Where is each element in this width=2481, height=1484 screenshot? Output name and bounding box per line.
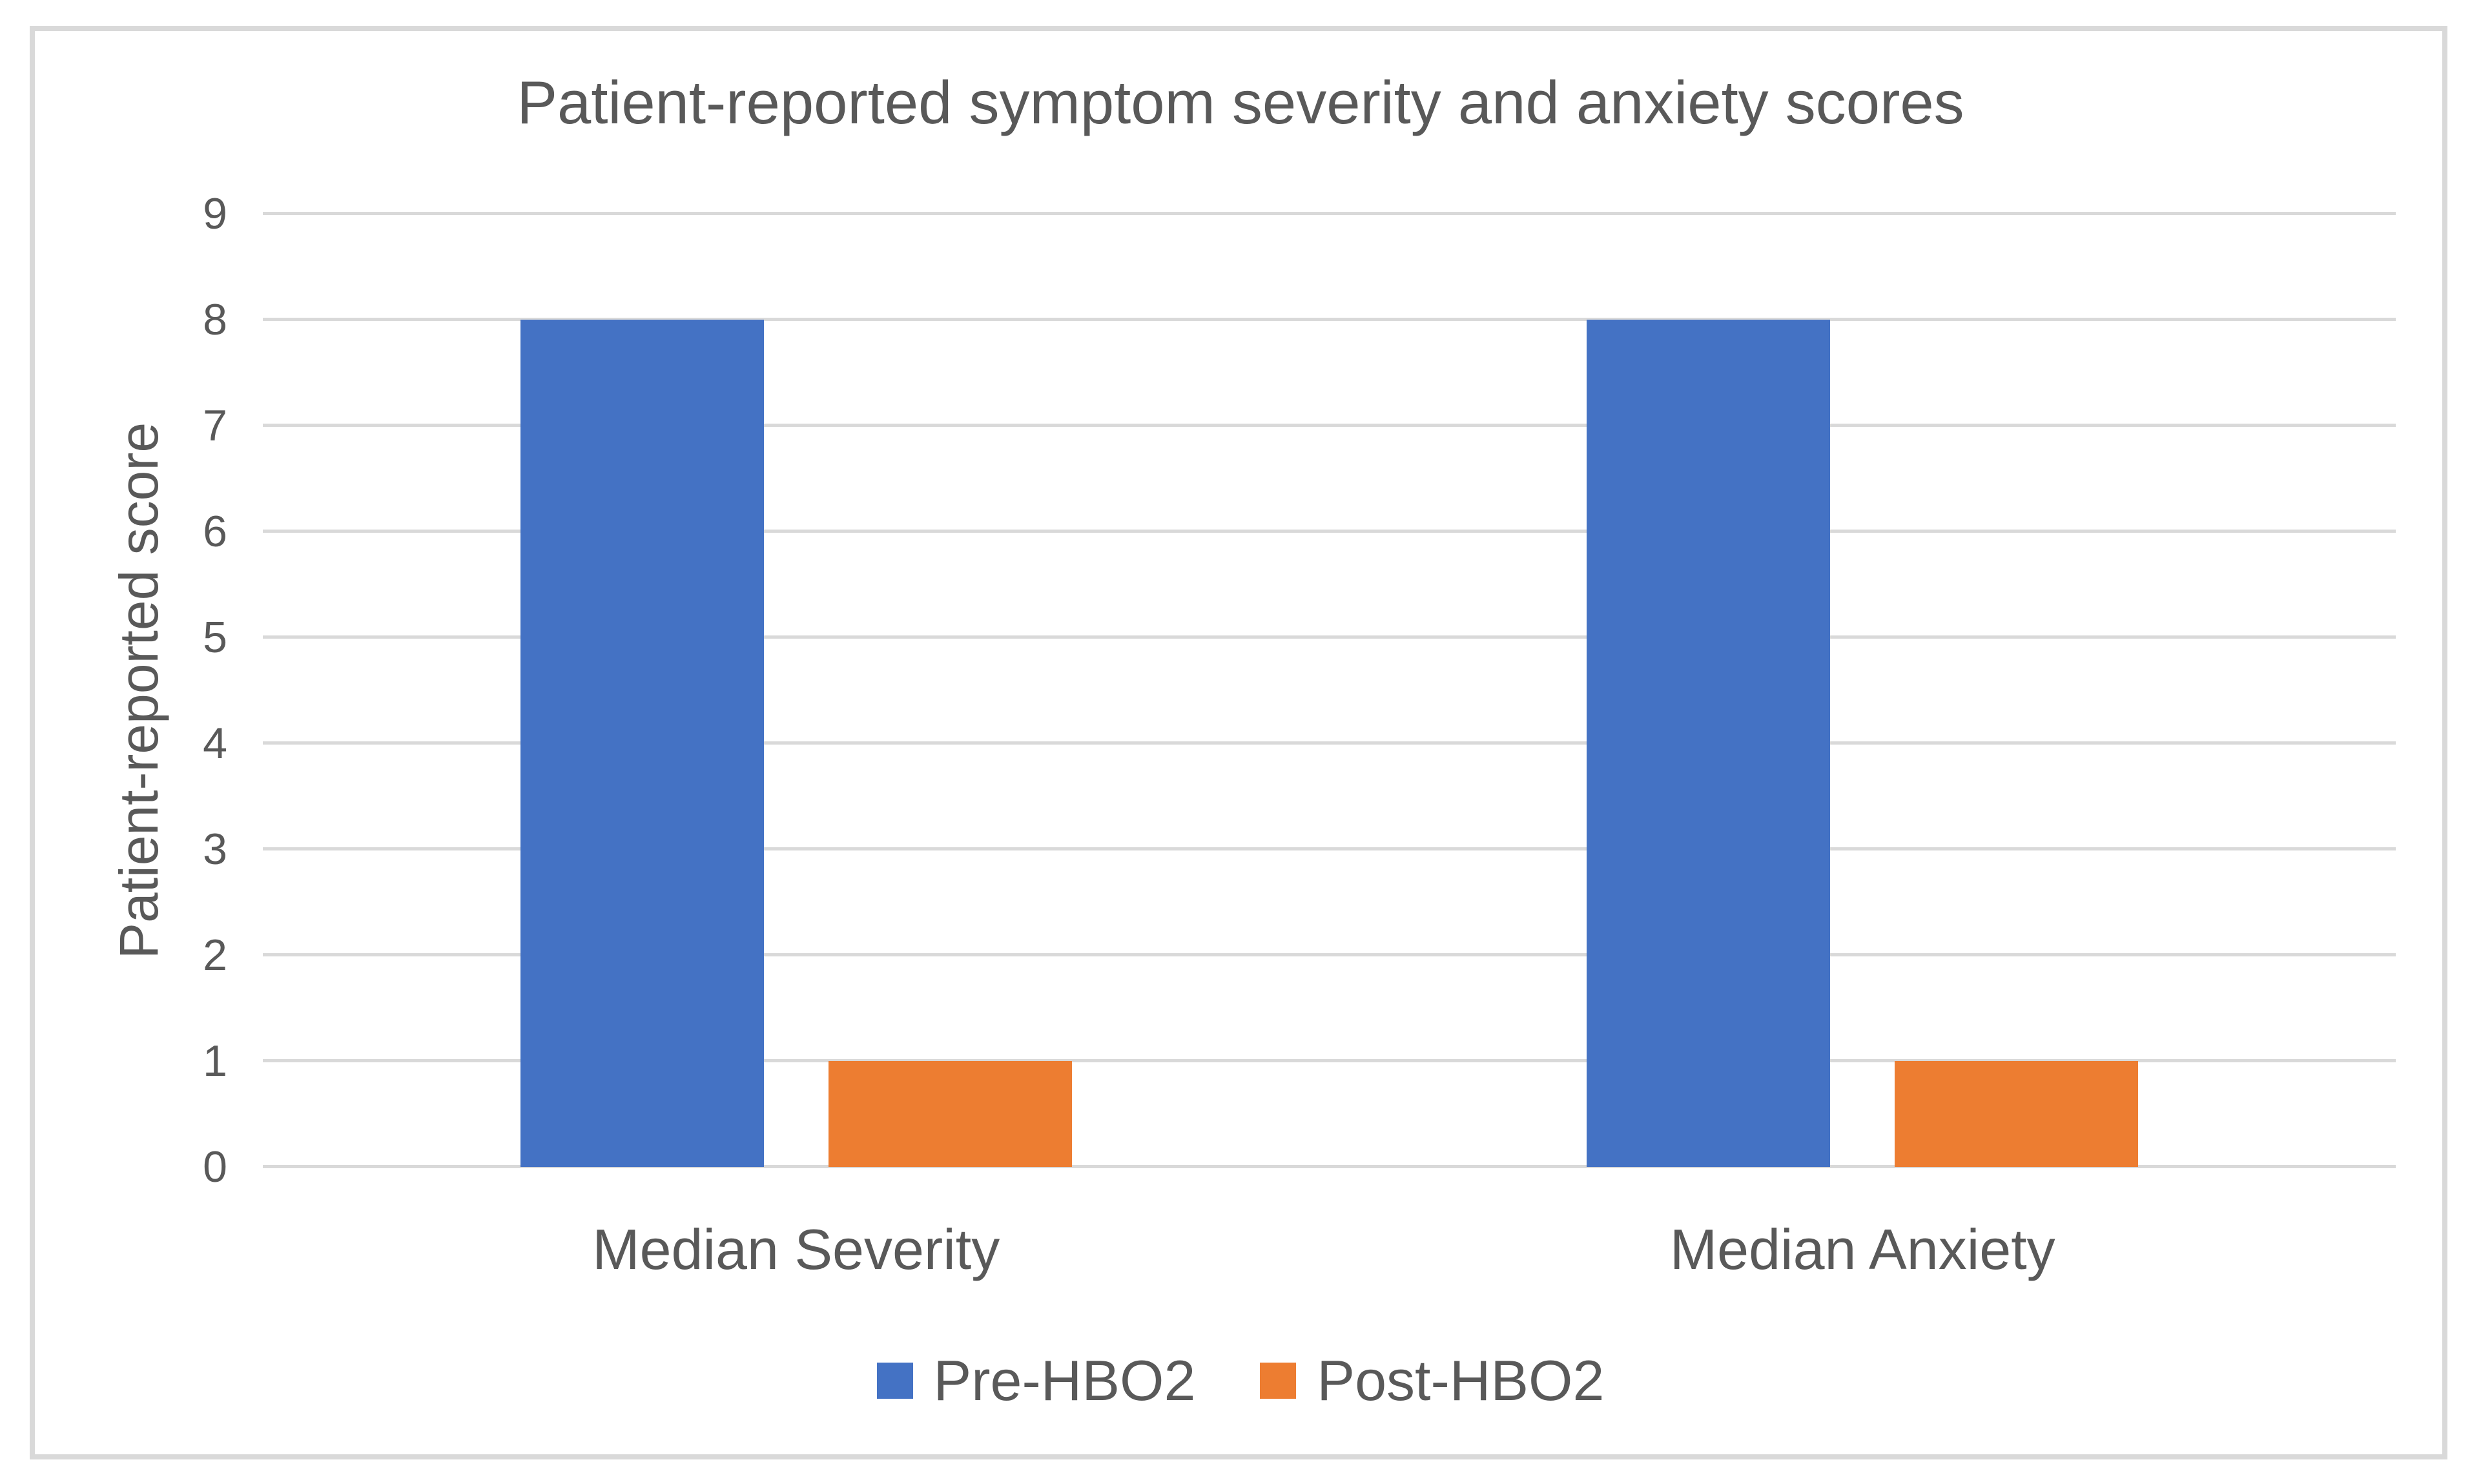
y-tick-label-9: 9 (203, 189, 227, 238)
legend: Pre-HBO2 Post-HBO2 (0, 1352, 2481, 1409)
bar-Post-HBO2-Median Anxiety (1895, 1061, 2139, 1167)
legend-label: Post-HBO2 (1317, 1348, 1605, 1412)
y-tick-label-3: 3 (203, 825, 227, 874)
y-tick-label-7: 7 (203, 401, 227, 450)
category-group-0 (263, 214, 1330, 1167)
category-group-1 (1330, 214, 2396, 1167)
bar-Pre-HBO2-Median Severity (520, 320, 764, 1167)
gridline-y-9 (263, 212, 2396, 215)
x-category-label-1: Median Anxiety (1669, 1217, 2055, 1281)
y-tick-label-8: 8 (203, 295, 227, 344)
x-category-label-0: Median Severity (592, 1217, 1000, 1281)
y-axis-title-box: Patient-reported score (83, 214, 196, 1167)
gridline-y-0 (263, 1165, 2396, 1168)
legend-label: Pre-HBO2 (933, 1348, 1196, 1412)
gridline-y-6 (263, 530, 2396, 533)
y-tick-label-4: 4 (203, 719, 227, 768)
legend-item-Pre-HBO2: Pre-HBO2 (876, 1348, 1196, 1412)
y-tick-label-0: 0 (203, 1142, 227, 1191)
y-tick-label-6: 6 (203, 507, 227, 556)
gridline-y-4 (263, 741, 2396, 745)
y-axis-title: Patient-reported score (108, 422, 170, 959)
bar-Post-HBO2-Median Severity (828, 1061, 1072, 1167)
plot-area (263, 212, 2396, 1168)
x-axis-category-labels: Median Severity Median Anxiety (263, 1215, 2396, 1284)
legend-swatch-icon (876, 1363, 913, 1399)
chart-title: Patient-reported symptom severity and an… (517, 68, 1964, 136)
gridline-y-8 (263, 318, 2396, 322)
gridline-y-2 (263, 953, 2396, 957)
gridline-y-7 (263, 424, 2396, 427)
gridline-y-1 (263, 1059, 2396, 1063)
gridline-y-5 (263, 635, 2396, 639)
y-tick-label-5: 5 (203, 613, 227, 662)
bar-Pre-HBO2-Median Anxiety (1587, 320, 1831, 1167)
gridline-y-3 (263, 847, 2396, 851)
legend-item-Post-HBO2: Post-HBO2 (1260, 1352, 1604, 1409)
bars-layer (263, 214, 2396, 1167)
legend-swatch-icon (1260, 1363, 1297, 1399)
y-tick-label-1: 1 (203, 1036, 227, 1086)
y-tick-label-2: 2 (203, 931, 227, 980)
